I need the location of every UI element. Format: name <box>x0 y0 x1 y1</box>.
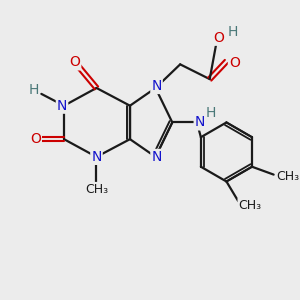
Text: CH₃: CH₃ <box>85 183 108 196</box>
Text: N: N <box>195 116 205 129</box>
Text: CH₃: CH₃ <box>238 199 262 212</box>
Text: H: H <box>227 25 238 39</box>
Text: N: N <box>57 99 67 113</box>
Text: H: H <box>206 106 216 120</box>
Text: N: N <box>91 150 102 164</box>
Text: N: N <box>152 150 162 164</box>
Text: O: O <box>229 56 240 70</box>
Text: H: H <box>28 83 39 97</box>
Text: CH₃: CH₃ <box>276 170 299 183</box>
Text: N: N <box>152 79 162 93</box>
Text: O: O <box>213 31 224 45</box>
Text: O: O <box>30 132 41 146</box>
Text: O: O <box>69 56 80 69</box>
